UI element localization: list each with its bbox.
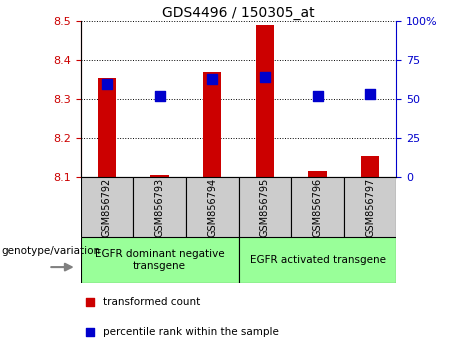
Title: GDS4496 / 150305_at: GDS4496 / 150305_at — [162, 6, 315, 20]
Text: GSM856792: GSM856792 — [102, 177, 112, 237]
Bar — [361, 156, 379, 177]
Bar — [81, 237, 239, 283]
Bar — [186, 177, 239, 237]
Text: GSM856795: GSM856795 — [260, 177, 270, 237]
Point — [87, 299, 94, 305]
Bar — [256, 25, 274, 177]
Bar — [150, 175, 169, 177]
Bar — [291, 177, 344, 237]
Text: EGFR activated transgene: EGFR activated transgene — [249, 255, 385, 265]
Point — [261, 74, 269, 80]
Text: genotype/variation: genotype/variation — [1, 246, 101, 256]
Bar — [239, 237, 396, 283]
Point — [87, 329, 94, 335]
Point — [208, 76, 216, 82]
Text: GSM856794: GSM856794 — [207, 177, 217, 237]
Bar — [344, 177, 396, 237]
Text: GSM856797: GSM856797 — [365, 177, 375, 237]
Text: percentile rank within the sample: percentile rank within the sample — [103, 327, 278, 337]
Point — [366, 92, 374, 97]
Text: GSM856793: GSM856793 — [154, 177, 165, 237]
Bar — [203, 72, 221, 177]
Bar — [308, 171, 327, 177]
Bar — [81, 177, 133, 237]
Bar — [239, 177, 291, 237]
Text: EGFR dominant negative
transgene: EGFR dominant negative transgene — [95, 249, 225, 271]
Point — [314, 93, 321, 99]
Point — [156, 93, 163, 99]
Bar — [98, 78, 116, 177]
Text: transformed count: transformed count — [103, 297, 200, 307]
Bar — [133, 177, 186, 237]
Text: GSM856796: GSM856796 — [313, 177, 323, 237]
Point — [103, 81, 111, 86]
